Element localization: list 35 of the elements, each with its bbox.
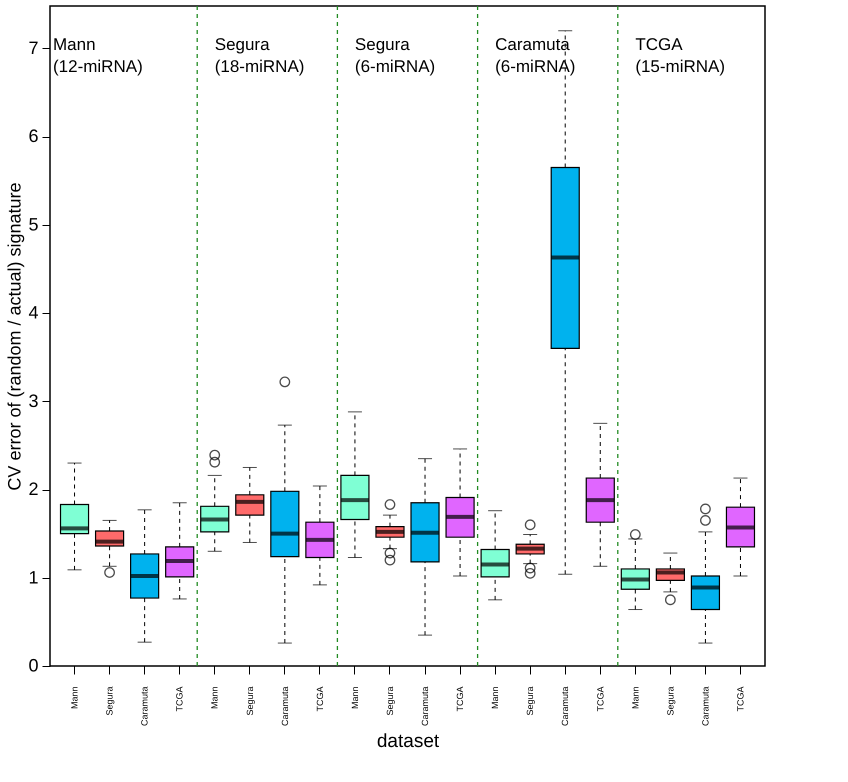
x-tick-label: Segura	[384, 686, 395, 716]
y-tick-label: 2	[28, 479, 38, 500]
x-tick-label: Segura	[244, 686, 255, 716]
y-tick-label: 0	[28, 656, 38, 676]
x-tick-label: Caramuta	[420, 686, 430, 726]
x-tick-label: Caramuta	[140, 686, 150, 726]
y-tick-label: 3	[28, 390, 38, 411]
y-tick-label: 6	[28, 126, 38, 146]
x-tick-label: Mann	[210, 686, 220, 710]
annotation: Segura (6-miRNA)	[354, 34, 436, 76]
y-tick-label: 7	[28, 38, 38, 58]
x-tick-label: TCGA	[735, 686, 746, 712]
y-tick-label: 1	[28, 567, 38, 588]
x-tick-label: Mann	[70, 686, 80, 710]
x-tick-label: Caramuta	[560, 686, 570, 726]
x-tick-label: TCGA	[314, 686, 325, 712]
x-tick-label: Segura	[665, 686, 676, 716]
x-axis-title: dataset	[376, 731, 440, 752]
x-tick-label: Caramuta	[280, 686, 290, 726]
annotation: TCGA (15-miRNA)	[635, 34, 726, 76]
x-tick-label: TCGA	[455, 686, 466, 712]
x-tick-label: Mann	[490, 686, 500, 710]
y-axis-title: CV error of (random / actual) signature	[4, 182, 24, 491]
x-tick-label: TCGA	[595, 686, 606, 712]
x-tick-label: Segura	[525, 686, 536, 716]
annotation: Caramuta (6-miRNA)	[495, 34, 576, 76]
annotation: Mann (12-miRNA)	[53, 34, 143, 76]
y-tick-label: 4	[28, 302, 38, 323]
x-tick-label: Segura	[104, 686, 115, 716]
annotation: Segura (18-miRNA)	[214, 34, 304, 76]
x-tick-label: Caramuta	[700, 686, 710, 726]
x-tick-label: Mann	[630, 686, 640, 710]
y-tick-label: 5	[28, 214, 38, 234]
x-tick-label: TCGA	[174, 686, 185, 712]
x-tick-label: Mann	[350, 686, 360, 710]
